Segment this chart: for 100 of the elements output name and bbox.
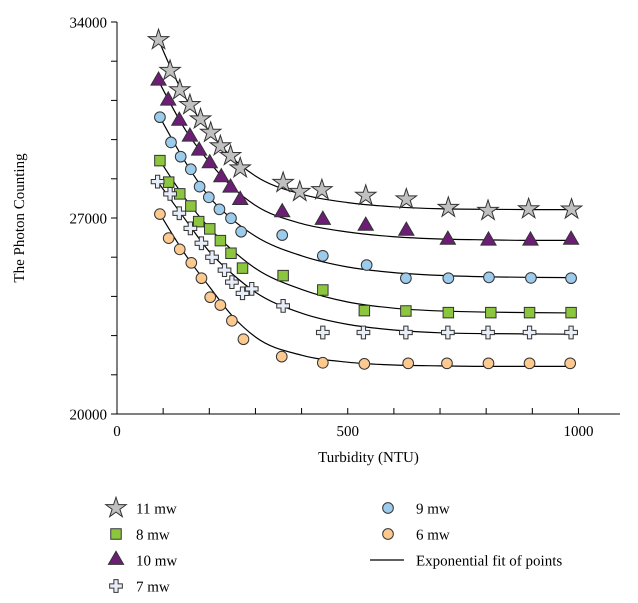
- point: [150, 72, 167, 86]
- point: [210, 134, 232, 156]
- point: [276, 350, 288, 362]
- point: [399, 326, 413, 340]
- point: [154, 111, 166, 124]
- point: [316, 356, 329, 369]
- point: [162, 176, 174, 188]
- point: [191, 142, 208, 156]
- point: [485, 306, 497, 318]
- point: [277, 270, 289, 282]
- point: [165, 136, 177, 148]
- point: [518, 198, 540, 218]
- point: [185, 200, 197, 212]
- point: [235, 226, 247, 238]
- point: [174, 150, 187, 163]
- legend-label: 6 mw: [416, 527, 450, 544]
- point: [244, 282, 259, 296]
- point: [525, 272, 537, 284]
- legend-label: 9 mw: [416, 501, 450, 518]
- x-axis-title: Turbidity (NTU): [318, 450, 419, 466]
- point: [316, 326, 330, 340]
- legend-label: 8 mw: [136, 527, 170, 544]
- y-tick-label: 27000: [70, 211, 107, 228]
- point: [182, 128, 198, 142]
- x-tick-label: 500: [336, 424, 359, 440]
- point: [171, 112, 188, 126]
- point: [356, 326, 370, 340]
- y-tick-label: 20000: [70, 407, 107, 424]
- point: [179, 94, 201, 114]
- point: [204, 291, 216, 304]
- point: [272, 171, 294, 192]
- point: [214, 234, 226, 246]
- point: [190, 108, 212, 128]
- point: [358, 358, 370, 370]
- point: [225, 248, 237, 260]
- point: [524, 357, 536, 370]
- point: [358, 304, 370, 316]
- point: [159, 59, 181, 80]
- point: [311, 178, 333, 200]
- point: [214, 203, 226, 216]
- point: [163, 187, 177, 201]
- point: [483, 272, 495, 284]
- point: [229, 156, 251, 178]
- point: [194, 180, 206, 192]
- point: [442, 272, 454, 284]
- point: [400, 305, 412, 317]
- point: [564, 357, 576, 370]
- point: [202, 154, 218, 168]
- point: [205, 250, 219, 264]
- point: [565, 272, 577, 284]
- legend-label: 10 mw: [136, 553, 178, 570]
- point: [225, 275, 239, 289]
- point: [174, 244, 186, 256]
- point: [481, 326, 495, 340]
- point: [354, 184, 376, 205]
- point: [184, 163, 197, 176]
- legend-label: Exponential fit of points: [416, 553, 562, 570]
- point: [317, 284, 329, 296]
- point: [148, 28, 170, 50]
- x-tick-label: 1000: [563, 424, 594, 440]
- point: [524, 306, 536, 318]
- point: [402, 357, 414, 370]
- point: [565, 306, 577, 318]
- point: [442, 306, 454, 318]
- point: [185, 256, 198, 269]
- point: [162, 232, 175, 244]
- point: [522, 326, 536, 340]
- point: [196, 272, 208, 284]
- point: [220, 144, 242, 166]
- point: [150, 174, 164, 188]
- point: [202, 191, 215, 204]
- point: [160, 91, 176, 106]
- point: [200, 121, 222, 142]
- y-tick-label: 34000: [70, 15, 107, 32]
- point: [477, 199, 499, 220]
- point: [194, 236, 208, 250]
- point: [276, 299, 290, 313]
- point: [482, 357, 494, 370]
- point: [154, 154, 166, 166]
- point: [438, 196, 460, 217]
- point: [276, 229, 288, 241]
- point: [289, 180, 310, 201]
- point: [154, 208, 166, 220]
- point: [192, 216, 204, 228]
- point: [169, 78, 190, 100]
- legend-label: 11 mw: [136, 501, 177, 518]
- y-axis-title: The Photon Counting: [12, 152, 28, 283]
- point: [236, 286, 250, 300]
- point: [564, 326, 578, 340]
- point: [238, 333, 250, 346]
- point: [172, 206, 186, 220]
- point: [441, 357, 453, 370]
- point: [226, 314, 238, 327]
- point: [213, 168, 230, 182]
- point: [400, 272, 412, 284]
- point: [236, 262, 248, 274]
- point: [360, 259, 373, 271]
- legend-label: 7 mw: [136, 579, 170, 596]
- point: [214, 299, 226, 311]
- point: [316, 250, 329, 262]
